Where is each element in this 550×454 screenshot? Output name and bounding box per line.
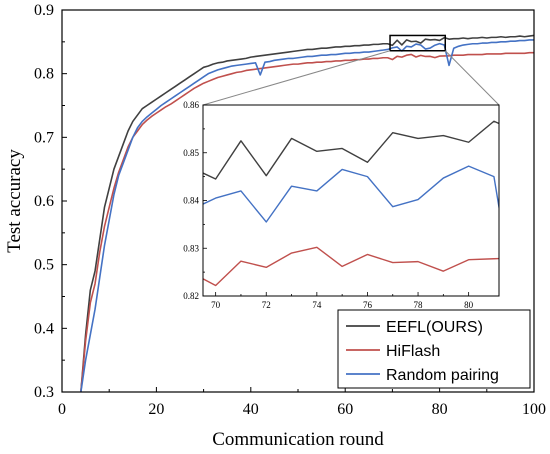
inset-x-tick-label: 72 xyxy=(262,300,271,310)
series-line-0 xyxy=(80,34,534,392)
inset-y-tick-label: 0.82 xyxy=(183,291,199,301)
inset-x-tick-label: 78 xyxy=(414,300,424,310)
x-tick-label: 20 xyxy=(148,401,164,418)
inset-series-line-0 xyxy=(203,120,499,180)
inset-y-tick-label: 0.84 xyxy=(183,196,199,206)
series-line-2 xyxy=(80,39,534,392)
x-tick-label: 40 xyxy=(243,401,259,418)
x-axis-title: Communication round xyxy=(212,429,384,450)
legend-label-2: Random pairing xyxy=(386,367,499,384)
zoom-connector-right xyxy=(444,50,500,106)
y-tick-label: 0.6 xyxy=(34,193,54,210)
x-tick-label: 60 xyxy=(337,401,353,418)
zoom-box xyxy=(389,34,447,52)
inset-y-tick-label: 0.85 xyxy=(183,148,199,158)
inset-x-tick-label: 74 xyxy=(312,300,322,310)
y-axis-title: Test accuracy xyxy=(4,149,25,253)
x-tick-label: 0 xyxy=(58,401,66,418)
inset-x-tick-label: 76 xyxy=(363,300,373,310)
inset-y-tick-label: 0.83 xyxy=(183,243,199,253)
series-line-1 xyxy=(80,51,534,392)
x-tick-label: 100 xyxy=(522,401,546,418)
y-tick-label: 0.4 xyxy=(34,320,54,337)
zoom-connector-left xyxy=(202,50,391,106)
inset-background xyxy=(203,105,499,296)
legend-box xyxy=(337,309,531,389)
y-tick-label: 0.8 xyxy=(34,66,54,83)
inset-x-tick-label: 80 xyxy=(464,300,474,310)
inset-series-line-2 xyxy=(203,165,499,223)
x-tick-label: 80 xyxy=(432,401,448,418)
inset-series-line-1 xyxy=(203,246,499,287)
legend-label-0: EEFL(OURS) xyxy=(386,319,483,336)
legend: EEFL(OURS) HiFlash Random pairing xyxy=(337,309,531,389)
legend-label-1: HiFlash xyxy=(386,343,440,360)
inset-y-tick-label: 0.86 xyxy=(183,100,199,110)
y-tick-label: 0.7 xyxy=(34,129,54,146)
y-tick-label: 0.5 xyxy=(34,257,54,274)
y-tick-label: 0.3 xyxy=(34,384,54,401)
inset-x-tick-label: 70 xyxy=(211,300,221,310)
main-plot: 0 20 40 60 80 100 0.3 0.4 0.5 0.6 0.7 0.8 0.9 xyxy=(34,2,546,418)
y-tick-label: 0.9 xyxy=(34,2,54,19)
inset-zoom-plot: 70 72 74 76 78 80 0.82 0.83 0.84 0.85 0.86 xyxy=(183,100,500,310)
